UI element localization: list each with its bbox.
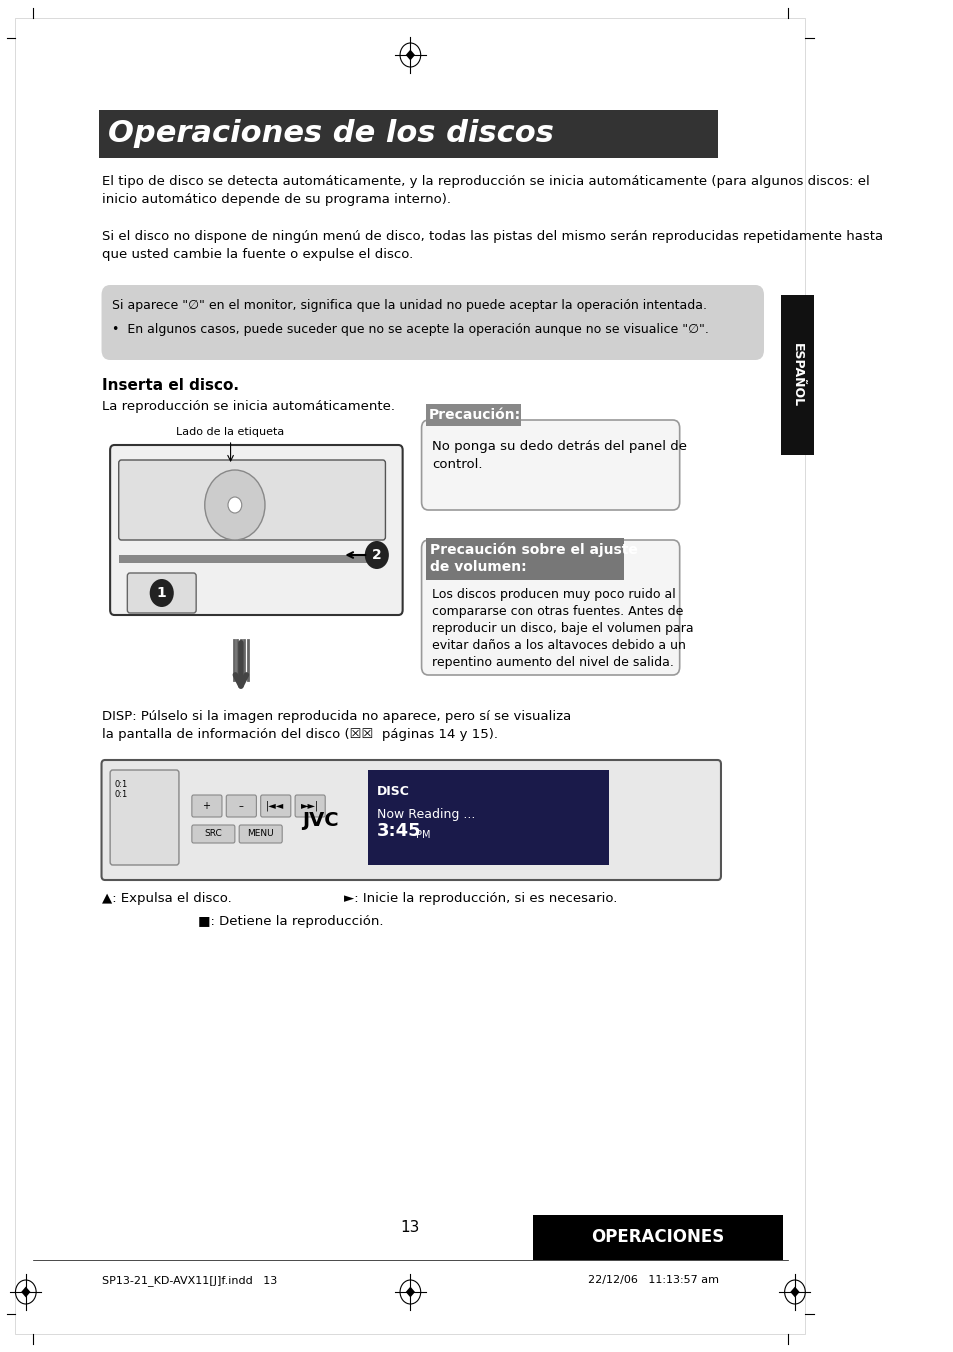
Text: SRC: SRC xyxy=(204,830,222,838)
FancyBboxPatch shape xyxy=(192,795,222,817)
Polygon shape xyxy=(789,1287,799,1298)
Text: Los discos producen muy poco ruido al
compararse con otras fuentes. Antes de
rep: Los discos producen muy poco ruido al co… xyxy=(432,588,693,669)
Bar xyxy=(368,771,608,865)
Text: +: + xyxy=(202,800,211,811)
Text: JVC: JVC xyxy=(302,810,339,830)
FancyBboxPatch shape xyxy=(127,573,196,612)
FancyBboxPatch shape xyxy=(226,795,256,817)
Text: ►►|: ►►| xyxy=(300,800,318,811)
FancyBboxPatch shape xyxy=(110,445,402,615)
Polygon shape xyxy=(405,1287,415,1298)
Text: 3:45: 3:45 xyxy=(376,822,421,840)
Text: Si el disco no dispone de ningún menú de disco, todas las pistas del mismo serán: Si el disco no dispone de ningún menú de… xyxy=(101,230,882,261)
Bar xyxy=(99,110,718,158)
FancyBboxPatch shape xyxy=(421,539,679,675)
FancyBboxPatch shape xyxy=(294,795,325,817)
Bar xyxy=(425,404,520,426)
Text: DISP: Púlselo si la imagen reproducida no aparece, pero sí se visualiza
la panta: DISP: Púlselo si la imagen reproducida n… xyxy=(101,710,570,741)
Circle shape xyxy=(205,470,265,539)
Text: ►: Inicie la reproducción, si es necesario.: ►: Inicie la reproducción, si es necesar… xyxy=(344,892,617,904)
Bar xyxy=(781,295,813,456)
FancyBboxPatch shape xyxy=(101,760,720,880)
FancyBboxPatch shape xyxy=(118,460,385,539)
Text: Si aparece "∅" en el monitor, significa que la unidad no puede aceptar la operac: Si aparece "∅" en el monitor, significa … xyxy=(112,299,706,312)
Text: SP13-21_KD-AVX11[J]f.indd   13: SP13-21_KD-AVX11[J]f.indd 13 xyxy=(101,1275,276,1286)
Text: –: – xyxy=(238,800,243,811)
Bar xyxy=(118,556,385,562)
Text: 1: 1 xyxy=(156,585,167,600)
Circle shape xyxy=(364,541,389,569)
Text: ▲: Expulsa el disco.: ▲: Expulsa el disco. xyxy=(101,892,231,904)
Text: 22/12/06   11:13:57 am: 22/12/06 11:13:57 am xyxy=(588,1275,719,1284)
Text: Now Reading ...: Now Reading ... xyxy=(376,808,475,821)
Text: •  En algunos casos, puede suceder que no se acepte la operación aunque no se vi: • En algunos casos, puede suceder que no… xyxy=(112,323,708,337)
Bar xyxy=(425,538,623,580)
FancyBboxPatch shape xyxy=(421,420,679,510)
Text: Precaución:: Precaución: xyxy=(428,408,520,422)
Text: Inserta el disco.: Inserta el disco. xyxy=(101,379,238,393)
Text: |◄◄: |◄◄ xyxy=(266,800,284,811)
Text: DISC: DISC xyxy=(376,786,409,798)
Text: ■: Detiene la reproducción.: ■: Detiene la reproducción. xyxy=(197,915,383,927)
Text: El tipo de disco se detecta automáticamente, y la reproducción se inicia automát: El tipo de disco se detecta automáticame… xyxy=(101,174,868,206)
FancyBboxPatch shape xyxy=(110,771,179,865)
Text: MENU: MENU xyxy=(247,830,274,838)
Circle shape xyxy=(228,498,241,512)
Text: PM: PM xyxy=(416,830,430,840)
FancyBboxPatch shape xyxy=(239,825,282,844)
FancyBboxPatch shape xyxy=(260,795,291,817)
Text: Lado de la etiqueta: Lado de la etiqueta xyxy=(176,427,284,437)
Polygon shape xyxy=(21,1287,30,1298)
Polygon shape xyxy=(405,50,415,61)
Text: OPERACIONES: OPERACIONES xyxy=(591,1229,724,1247)
Text: Precaución sobre el ajuste
de volumen:: Precaución sobre el ajuste de volumen: xyxy=(430,542,638,573)
Text: ESPAÑOL: ESPAÑOL xyxy=(790,343,803,407)
FancyBboxPatch shape xyxy=(101,285,763,360)
FancyBboxPatch shape xyxy=(192,825,234,844)
Bar xyxy=(533,1215,782,1260)
Text: La reproducción se inicia automáticamente.: La reproducción se inicia automáticament… xyxy=(101,400,395,412)
Text: 2: 2 xyxy=(372,548,381,562)
Text: No ponga su dedo detrás del panel de
control.: No ponga su dedo detrás del panel de con… xyxy=(432,439,686,470)
Text: Operaciones de los discos: Operaciones de los discos xyxy=(108,119,553,149)
Circle shape xyxy=(150,579,173,607)
Text: 13: 13 xyxy=(400,1220,419,1234)
Text: 0:1
0:1: 0:1 0:1 xyxy=(114,780,128,799)
